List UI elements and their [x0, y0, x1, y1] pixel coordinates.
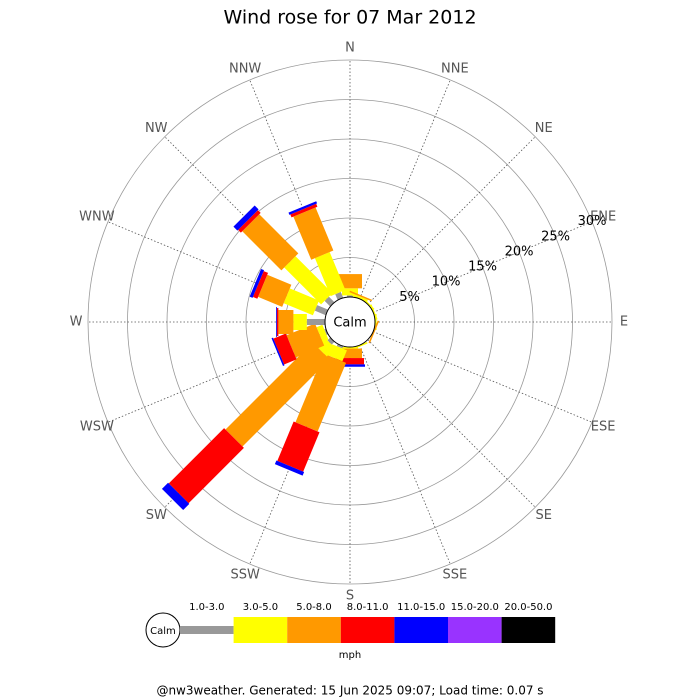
- footer: @nw3weather. Generated: 15 Jun 2025 09:0…: [156, 684, 543, 698]
- bar-segment: [273, 333, 297, 365]
- bar-segment: [335, 364, 365, 367]
- bar-segment: [276, 308, 279, 336]
- bar-segment: [288, 201, 318, 215]
- direction-label: NNW: [229, 61, 261, 76]
- direction-label: ENE: [590, 210, 616, 225]
- direction-label: E: [620, 315, 628, 330]
- ring-label: 5%: [399, 290, 420, 305]
- bar-segment: [336, 358, 364, 365]
- direction-label: SSE: [442, 568, 467, 583]
- bar-segment: [274, 460, 305, 476]
- direction-label: SW: [146, 508, 167, 523]
- legend-label: 20.0-50.0: [504, 602, 552, 613]
- direction-label: WNW: [79, 210, 115, 225]
- legend-label: 11.0-15.0: [397, 602, 445, 613]
- legend-label: 15.0-20.0: [451, 602, 499, 613]
- direction-label: S: [346, 589, 354, 604]
- direction-label: ESE: [591, 419, 616, 434]
- bar-segment: [336, 343, 344, 349]
- spoke: [372, 221, 593, 313]
- direction-label: WSW: [80, 419, 114, 434]
- bar-segment: [233, 205, 259, 231]
- bar-segment: [347, 295, 353, 297]
- bar-segment: [284, 256, 333, 305]
- bar-segment: [276, 307, 277, 337]
- spoke: [372, 331, 593, 423]
- ring-label: 30%: [578, 214, 607, 229]
- spoke: [359, 79, 451, 300]
- calm-circle: [324, 296, 376, 348]
- bar-segment: [252, 271, 269, 299]
- direction-label: NE: [535, 121, 553, 136]
- bar-segment: [342, 347, 358, 349]
- grid-ring: [245, 217, 455, 427]
- legend-swatch: [233, 617, 288, 643]
- bar-segment: [335, 291, 344, 301]
- legend-swatch: [394, 617, 448, 643]
- bar-segment: [277, 421, 320, 472]
- legend-swatch: [501, 617, 556, 643]
- spoke: [359, 344, 451, 565]
- legend-swatch: [448, 617, 502, 643]
- bar-segment: [278, 310, 294, 334]
- bar-segment: [242, 214, 299, 271]
- bar-segment: [249, 268, 265, 298]
- bar-segment: [338, 348, 362, 359]
- bar-segment: [238, 210, 261, 233]
- legend-label: 5.0-8.0: [296, 602, 331, 613]
- bar-segment: [316, 324, 329, 342]
- legend-swatch: [340, 617, 395, 643]
- bar-segment: [368, 320, 380, 344]
- bar-segment: [283, 288, 320, 316]
- ring-label: 15%: [468, 260, 497, 275]
- bar-segment: [314, 305, 329, 316]
- grid-ring: [87, 59, 613, 585]
- bar-segment: [161, 482, 190, 511]
- direction-label: N: [345, 41, 355, 56]
- spoke: [367, 339, 536, 508]
- legend-label: 1.0-3.0: [189, 602, 224, 613]
- spoke: [367, 136, 536, 305]
- bar-segment: [338, 274, 362, 289]
- bar-segment: [306, 319, 326, 325]
- legend-label: 8.0-11.0: [347, 602, 389, 613]
- direction-label: NW: [145, 121, 168, 136]
- chart-title: Wind rose for 07 Mar 2012: [223, 7, 476, 29]
- bar-segment: [271, 337, 285, 366]
- ring-label: 25%: [541, 229, 570, 244]
- bar-segment: [225, 342, 330, 447]
- direction-label: W: [70, 315, 83, 330]
- bar-segment: [349, 290, 373, 302]
- unit-label: mph: [339, 650, 361, 661]
- direction-label: SE: [536, 508, 552, 523]
- calm-label: Calm: [333, 316, 366, 331]
- ring-label: 10%: [432, 275, 461, 290]
- bar-segment: [327, 337, 335, 345]
- grid-ring: [206, 178, 494, 466]
- bar-segment: [168, 428, 244, 504]
- direction-label: NNE: [441, 61, 469, 76]
- bar-segment: [324, 328, 329, 335]
- legend-swatch: [180, 626, 234, 634]
- legend-label: 3.0-5.0: [243, 602, 278, 613]
- ring-label: 20%: [505, 244, 534, 259]
- bar-segment: [295, 353, 347, 432]
- legend-calm-label: Calm: [150, 626, 176, 637]
- bar-segment: [286, 323, 325, 358]
- legend-swatch: [287, 617, 341, 643]
- bar-segment: [258, 274, 292, 307]
- direction-label: SSW: [230, 568, 260, 583]
- bar-segment: [290, 203, 318, 218]
- bar-segment: [293, 314, 307, 330]
- bar-segment: [314, 252, 346, 297]
- bar-segment: [293, 207, 334, 260]
